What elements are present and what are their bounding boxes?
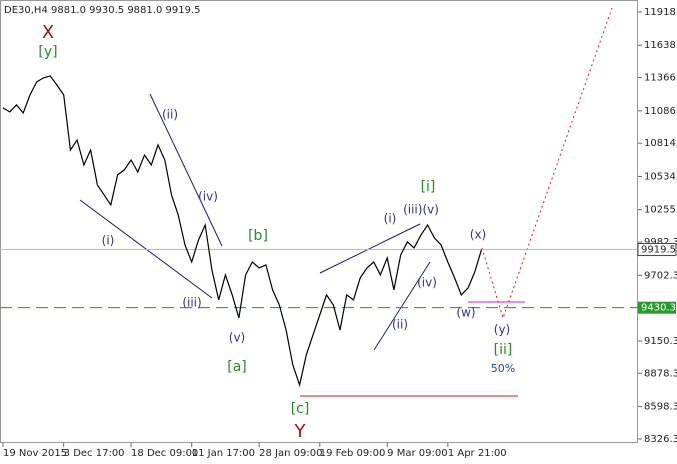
wave-label: (iv): [198, 190, 218, 204]
x-tick-label: 11 Jan 17:00: [192, 448, 255, 459]
x-tick-label: 28 Jan 09:00: [259, 448, 322, 459]
x-tick-label: 19 Nov 2015: [3, 448, 67, 459]
y-tick-label: 8598.3: [644, 402, 677, 413]
y-tick-label: 11918.3: [644, 7, 677, 18]
y-tick-label: 10255.3: [644, 205, 677, 216]
y-tick-label: 10814.3: [644, 138, 677, 149]
y-tick-label: 8878.3: [644, 368, 677, 379]
y-tick-label: 9150.3: [644, 336, 677, 347]
wave-label: (y): [494, 323, 510, 337]
y-tick-label: 11638.3: [644, 40, 677, 51]
wave-label: (i): [102, 234, 115, 248]
trend-line: [149, 93, 223, 247]
price-label-box: [637, 243, 677, 257]
wave-label: (v): [229, 331, 245, 345]
wave-label: [i]: [421, 179, 436, 195]
y-tick-label: 11086.3: [644, 106, 677, 117]
wave-label: [b]: [248, 228, 268, 244]
chart-title: DE30,H4 9881.0 9930.5 9881.0 9919.5: [4, 5, 200, 16]
x-tick-label: 3 Dec 17:00: [64, 448, 125, 459]
wave-label: (ii): [392, 318, 408, 332]
wave-label: [c]: [291, 401, 310, 417]
x-tick-label: 19 Feb 09:00: [320, 448, 386, 459]
y-tick-label: 11366.3: [644, 73, 677, 84]
support-label-box: [638, 301, 676, 314]
trend-line: [319, 223, 421, 274]
y-tick-label: 10534.3: [644, 171, 677, 182]
support-label: 9430.3: [641, 303, 676, 314]
wave-label: (w): [456, 306, 475, 320]
x-tick-label: 18 Dec 09:00: [131, 448, 198, 459]
wave-label: (i): [384, 212, 397, 226]
wave-label: (ii): [162, 108, 178, 122]
wave-label: Y: [294, 421, 307, 442]
y-tick-label: 9702.3: [644, 270, 677, 281]
price-line-series: [2, 75, 483, 388]
trend-line: [373, 261, 431, 351]
trend-line: [79, 199, 213, 299]
wave-label: (iii)(v): [403, 203, 439, 217]
x-tick-label: 9 Mar 09:00: [387, 448, 447, 459]
wave-label: [y]: [38, 44, 57, 60]
wave-label: [a]: [227, 359, 247, 375]
wave-label: [ii]: [494, 342, 513, 358]
wave-label: (iii): [182, 296, 201, 310]
y-tick-label: 8326.3: [644, 434, 677, 445]
wave-label: 50%: [491, 362, 515, 375]
plot-frame: [0, 0, 638, 443]
y-tick-label: 9982.3: [644, 237, 677, 248]
wave-label: X: [42, 22, 54, 43]
wave-label: (x): [470, 228, 486, 242]
price-label: 9919.5: [641, 245, 676, 256]
wave-label: (iv): [417, 276, 437, 290]
x-tick-label: 1 Apr 21:00: [448, 448, 507, 459]
